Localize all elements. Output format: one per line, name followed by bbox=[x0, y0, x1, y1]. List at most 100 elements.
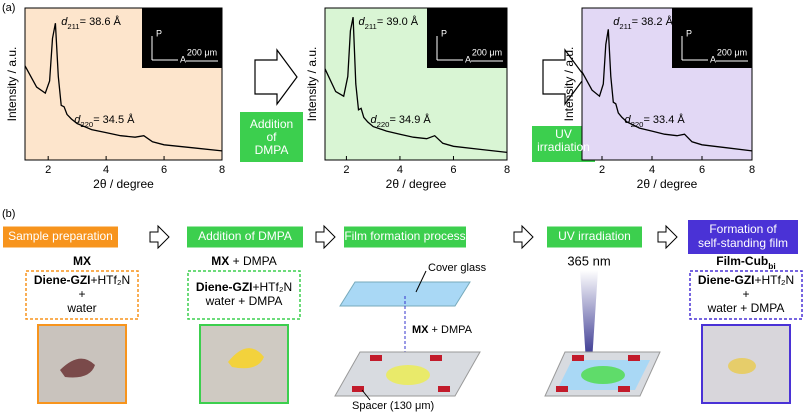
uv-beam bbox=[580, 270, 598, 362]
film bbox=[581, 366, 625, 384]
inset-image bbox=[672, 8, 752, 68]
text-part: + DMPA bbox=[229, 254, 276, 268]
x-tick-label: 8 bbox=[219, 164, 225, 176]
text-part: = 34.9 Å bbox=[389, 113, 431, 126]
mixture bbox=[386, 365, 430, 385]
xrd-curve bbox=[324, 16, 508, 154]
annotation: d211= 38.2 Å bbox=[613, 15, 673, 31]
label: MX + DMPA bbox=[412, 324, 473, 336]
inset-label: A bbox=[465, 54, 471, 64]
arrow-label: DMPA bbox=[255, 143, 289, 157]
text-part: = 33.4 Å bbox=[643, 113, 685, 126]
y-axis-label: Intensity / a.u. bbox=[5, 47, 19, 122]
text-part: 211 bbox=[67, 22, 79, 31]
inset-label: 200 μm bbox=[187, 47, 217, 57]
arrow-label: Addition bbox=[250, 117, 293, 131]
inset-label: 200 μm bbox=[717, 47, 747, 57]
step-box bbox=[187, 226, 303, 248]
text-part: MX bbox=[211, 254, 229, 268]
label: 365 nm bbox=[567, 253, 610, 268]
inset-label: P bbox=[441, 28, 447, 38]
x-tick-label: 4 bbox=[649, 164, 655, 176]
step-box bbox=[547, 226, 642, 248]
text-part: d bbox=[625, 114, 632, 126]
composition-line: + bbox=[742, 287, 749, 301]
x-tick-label: 2 bbox=[45, 164, 51, 176]
polarizer-axes bbox=[436, 36, 463, 61]
text-part: d bbox=[613, 16, 620, 28]
inset-label: 200 μm bbox=[472, 47, 502, 57]
xrd-curve bbox=[581, 29, 753, 152]
x-tick-label: 8 bbox=[749, 164, 755, 176]
y-axis-label: Intensity / a.u. bbox=[305, 47, 319, 122]
polarizer-axes bbox=[151, 36, 178, 61]
x-axis-label: 2θ / degree bbox=[386, 177, 447, 191]
text-part: + DMPA bbox=[429, 324, 473, 336]
label: Spacer (130 μm) bbox=[352, 400, 434, 412]
step-box bbox=[688, 220, 798, 254]
x-axis-label: 2θ / degree bbox=[637, 177, 698, 191]
arrow-label: irradiation bbox=[537, 140, 590, 154]
text-part: 220 bbox=[80, 120, 93, 129]
text-part: MX bbox=[412, 324, 429, 336]
y-axis-label: Intensity / a.u. bbox=[562, 47, 576, 122]
sample bbox=[728, 358, 756, 374]
composition-line: + bbox=[78, 287, 85, 301]
inset-label: P bbox=[156, 28, 162, 38]
arrow-label-box bbox=[240, 112, 303, 162]
text-part: d bbox=[371, 114, 378, 126]
step-label: Formation of bbox=[709, 222, 777, 236]
x-tick-label: 6 bbox=[161, 164, 167, 176]
composition-title: MX + DMPA bbox=[211, 254, 276, 268]
text-part: water bbox=[66, 301, 96, 315]
step-label: Sample preparation bbox=[8, 229, 113, 243]
annotation: d211= 39.0 Å bbox=[358, 15, 418, 31]
step-box bbox=[3, 226, 118, 248]
text-part: MX bbox=[73, 254, 91, 268]
composition-line: Diene-GZI+HTf₂N bbox=[698, 273, 794, 287]
text-part: 211 bbox=[365, 22, 377, 31]
inset-image bbox=[142, 8, 222, 68]
annotation: d220= 34.9 Å bbox=[371, 113, 432, 129]
cover-glass bbox=[339, 281, 471, 307]
text-part: = 38.6 Å bbox=[80, 15, 122, 28]
x-tick-label: 6 bbox=[699, 164, 705, 176]
text-part: +HTf₂N bbox=[253, 280, 293, 294]
text-part: d bbox=[74, 114, 81, 126]
sample bbox=[60, 358, 95, 378]
arrow-label: UV bbox=[555, 127, 572, 141]
text-part: + bbox=[742, 287, 749, 301]
composition-box bbox=[25, 270, 139, 320]
text-part: = 34.5 Å bbox=[93, 113, 135, 126]
text-part: Diene-GZI bbox=[698, 273, 755, 287]
text-part: water + DMPA bbox=[707, 301, 785, 315]
composition-line: water + DMPA bbox=[707, 301, 785, 315]
composition-title: Film-Cubbi bbox=[716, 254, 775, 271]
step-label: self-standing film bbox=[698, 236, 788, 250]
x-tick-label: 2 bbox=[343, 164, 349, 176]
x-tick-label: 2 bbox=[599, 164, 605, 176]
xrd-curve bbox=[24, 23, 223, 152]
composition-line: Diene-GZI+HTf₂N bbox=[34, 273, 130, 287]
composition-line: water + DMPA bbox=[205, 294, 283, 308]
polarizer-axes bbox=[681, 36, 708, 61]
text-part: d bbox=[61, 16, 68, 28]
inset-label: P bbox=[686, 28, 692, 38]
annotation: d211= 38.6 Å bbox=[61, 15, 121, 31]
composition-box bbox=[187, 270, 301, 320]
arrow bbox=[542, 48, 586, 106]
text-part: = 38.2 Å bbox=[632, 15, 674, 28]
annotation: d220= 34.5 Å bbox=[74, 113, 135, 129]
arrow bbox=[254, 48, 298, 106]
text-part: d bbox=[358, 16, 365, 28]
label: Cover glass bbox=[428, 262, 487, 274]
composition-line: water bbox=[66, 301, 96, 315]
text-part: Diene-GZI bbox=[34, 273, 91, 287]
composition-box bbox=[689, 270, 803, 320]
annotation: d220= 33.4 Å bbox=[625, 113, 686, 129]
text-part: 220 bbox=[377, 120, 390, 129]
inset-image bbox=[427, 8, 507, 68]
step-arrows bbox=[149, 224, 678, 250]
x-tick-label: 4 bbox=[397, 164, 403, 176]
